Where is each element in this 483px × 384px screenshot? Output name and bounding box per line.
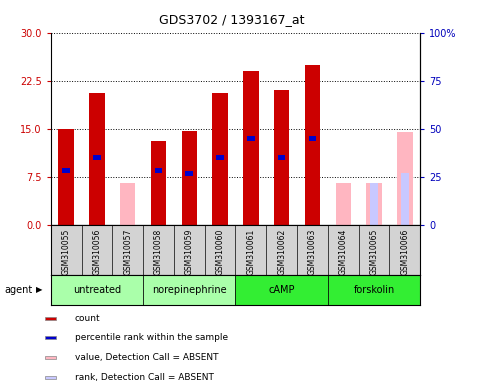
Bar	[45, 376, 56, 379]
Bar	[247, 136, 255, 141]
Bar	[45, 356, 56, 359]
Bar	[93, 155, 101, 160]
Text: GSM310066: GSM310066	[400, 228, 409, 275]
Text: GSM310062: GSM310062	[277, 228, 286, 275]
Text: GDS3702 / 1393167_at: GDS3702 / 1393167_at	[159, 13, 305, 26]
Bar	[243, 71, 258, 225]
Text: ▶: ▶	[36, 285, 43, 295]
Bar	[213, 93, 228, 225]
Bar	[182, 131, 197, 225]
Text: value, Detection Call = ABSENT: value, Detection Call = ABSENT	[74, 353, 218, 362]
Bar	[366, 183, 382, 225]
Text: GSM310063: GSM310063	[308, 228, 317, 275]
Bar	[370, 183, 378, 225]
Text: cAMP: cAMP	[269, 285, 295, 295]
Text: untreated: untreated	[73, 285, 121, 295]
Bar	[58, 129, 74, 225]
Text: GSM310057: GSM310057	[123, 228, 132, 275]
Bar	[45, 316, 56, 320]
Text: GSM310065: GSM310065	[369, 228, 379, 275]
Text: norepinephrine: norepinephrine	[152, 285, 227, 295]
Text: count: count	[74, 314, 100, 323]
Text: GSM310060: GSM310060	[215, 228, 225, 275]
Text: GSM310061: GSM310061	[246, 228, 256, 275]
Bar	[397, 132, 412, 225]
Bar	[120, 183, 135, 225]
Bar	[309, 136, 316, 141]
FancyBboxPatch shape	[51, 275, 143, 305]
FancyBboxPatch shape	[236, 275, 328, 305]
FancyBboxPatch shape	[143, 275, 236, 305]
Text: GSM310059: GSM310059	[185, 228, 194, 275]
FancyBboxPatch shape	[328, 275, 420, 305]
Bar	[274, 90, 289, 225]
Text: GSM310064: GSM310064	[339, 228, 348, 275]
Bar	[62, 168, 70, 173]
Text: percentile rank within the sample: percentile rank within the sample	[74, 333, 227, 343]
Bar	[185, 171, 193, 176]
Bar	[305, 65, 320, 225]
Text: GSM310058: GSM310058	[154, 228, 163, 275]
Bar	[216, 155, 224, 160]
Bar	[278, 155, 285, 160]
Text: agent: agent	[5, 285, 33, 295]
Bar	[401, 174, 409, 225]
Bar	[45, 336, 56, 339]
Text: rank, Detection Call = ABSENT: rank, Detection Call = ABSENT	[74, 373, 213, 382]
Bar	[151, 141, 166, 225]
Bar	[336, 183, 351, 225]
Bar	[89, 93, 105, 225]
Text: GSM310056: GSM310056	[92, 228, 101, 275]
Bar	[155, 168, 162, 173]
Text: forskolin: forskolin	[354, 285, 395, 295]
Text: GSM310055: GSM310055	[62, 228, 71, 275]
